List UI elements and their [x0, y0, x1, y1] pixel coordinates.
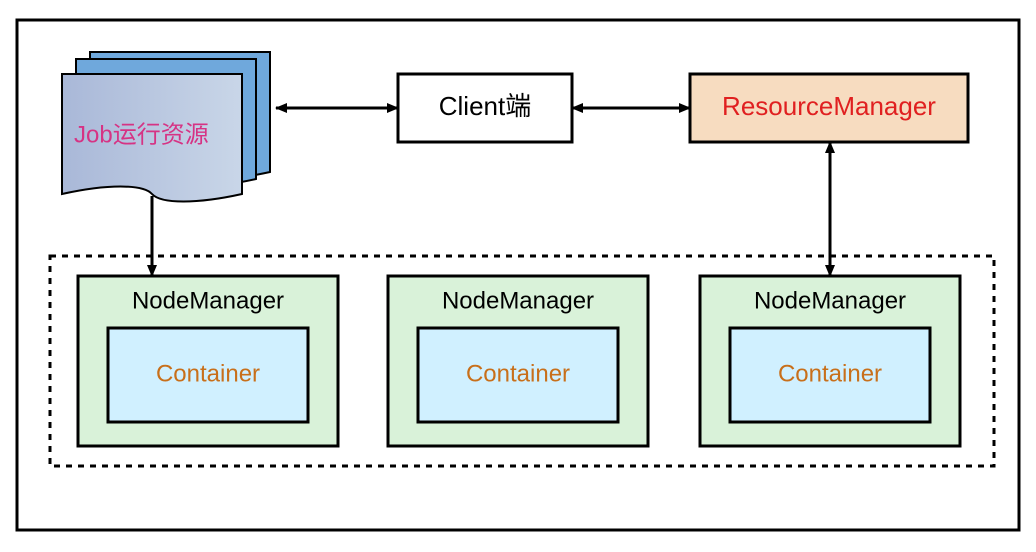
node-manager-label: NodeManager [754, 287, 906, 314]
client-label: Client端 [439, 91, 531, 121]
node-manager: NodeManager Container [78, 276, 338, 446]
container-label: Container [156, 360, 260, 387]
container-label: Container [778, 360, 882, 387]
node-manager: NodeManager Container [388, 276, 648, 446]
node-manager-label: NodeManager [442, 287, 594, 314]
resource-manager-label: ResourceManager [722, 91, 936, 121]
job-doc-label: Job运行资源 [74, 121, 209, 148]
node-manager-label: NodeManager [132, 287, 284, 314]
container-label: Container [466, 360, 570, 387]
node-manager: NodeManager Container [700, 276, 960, 446]
